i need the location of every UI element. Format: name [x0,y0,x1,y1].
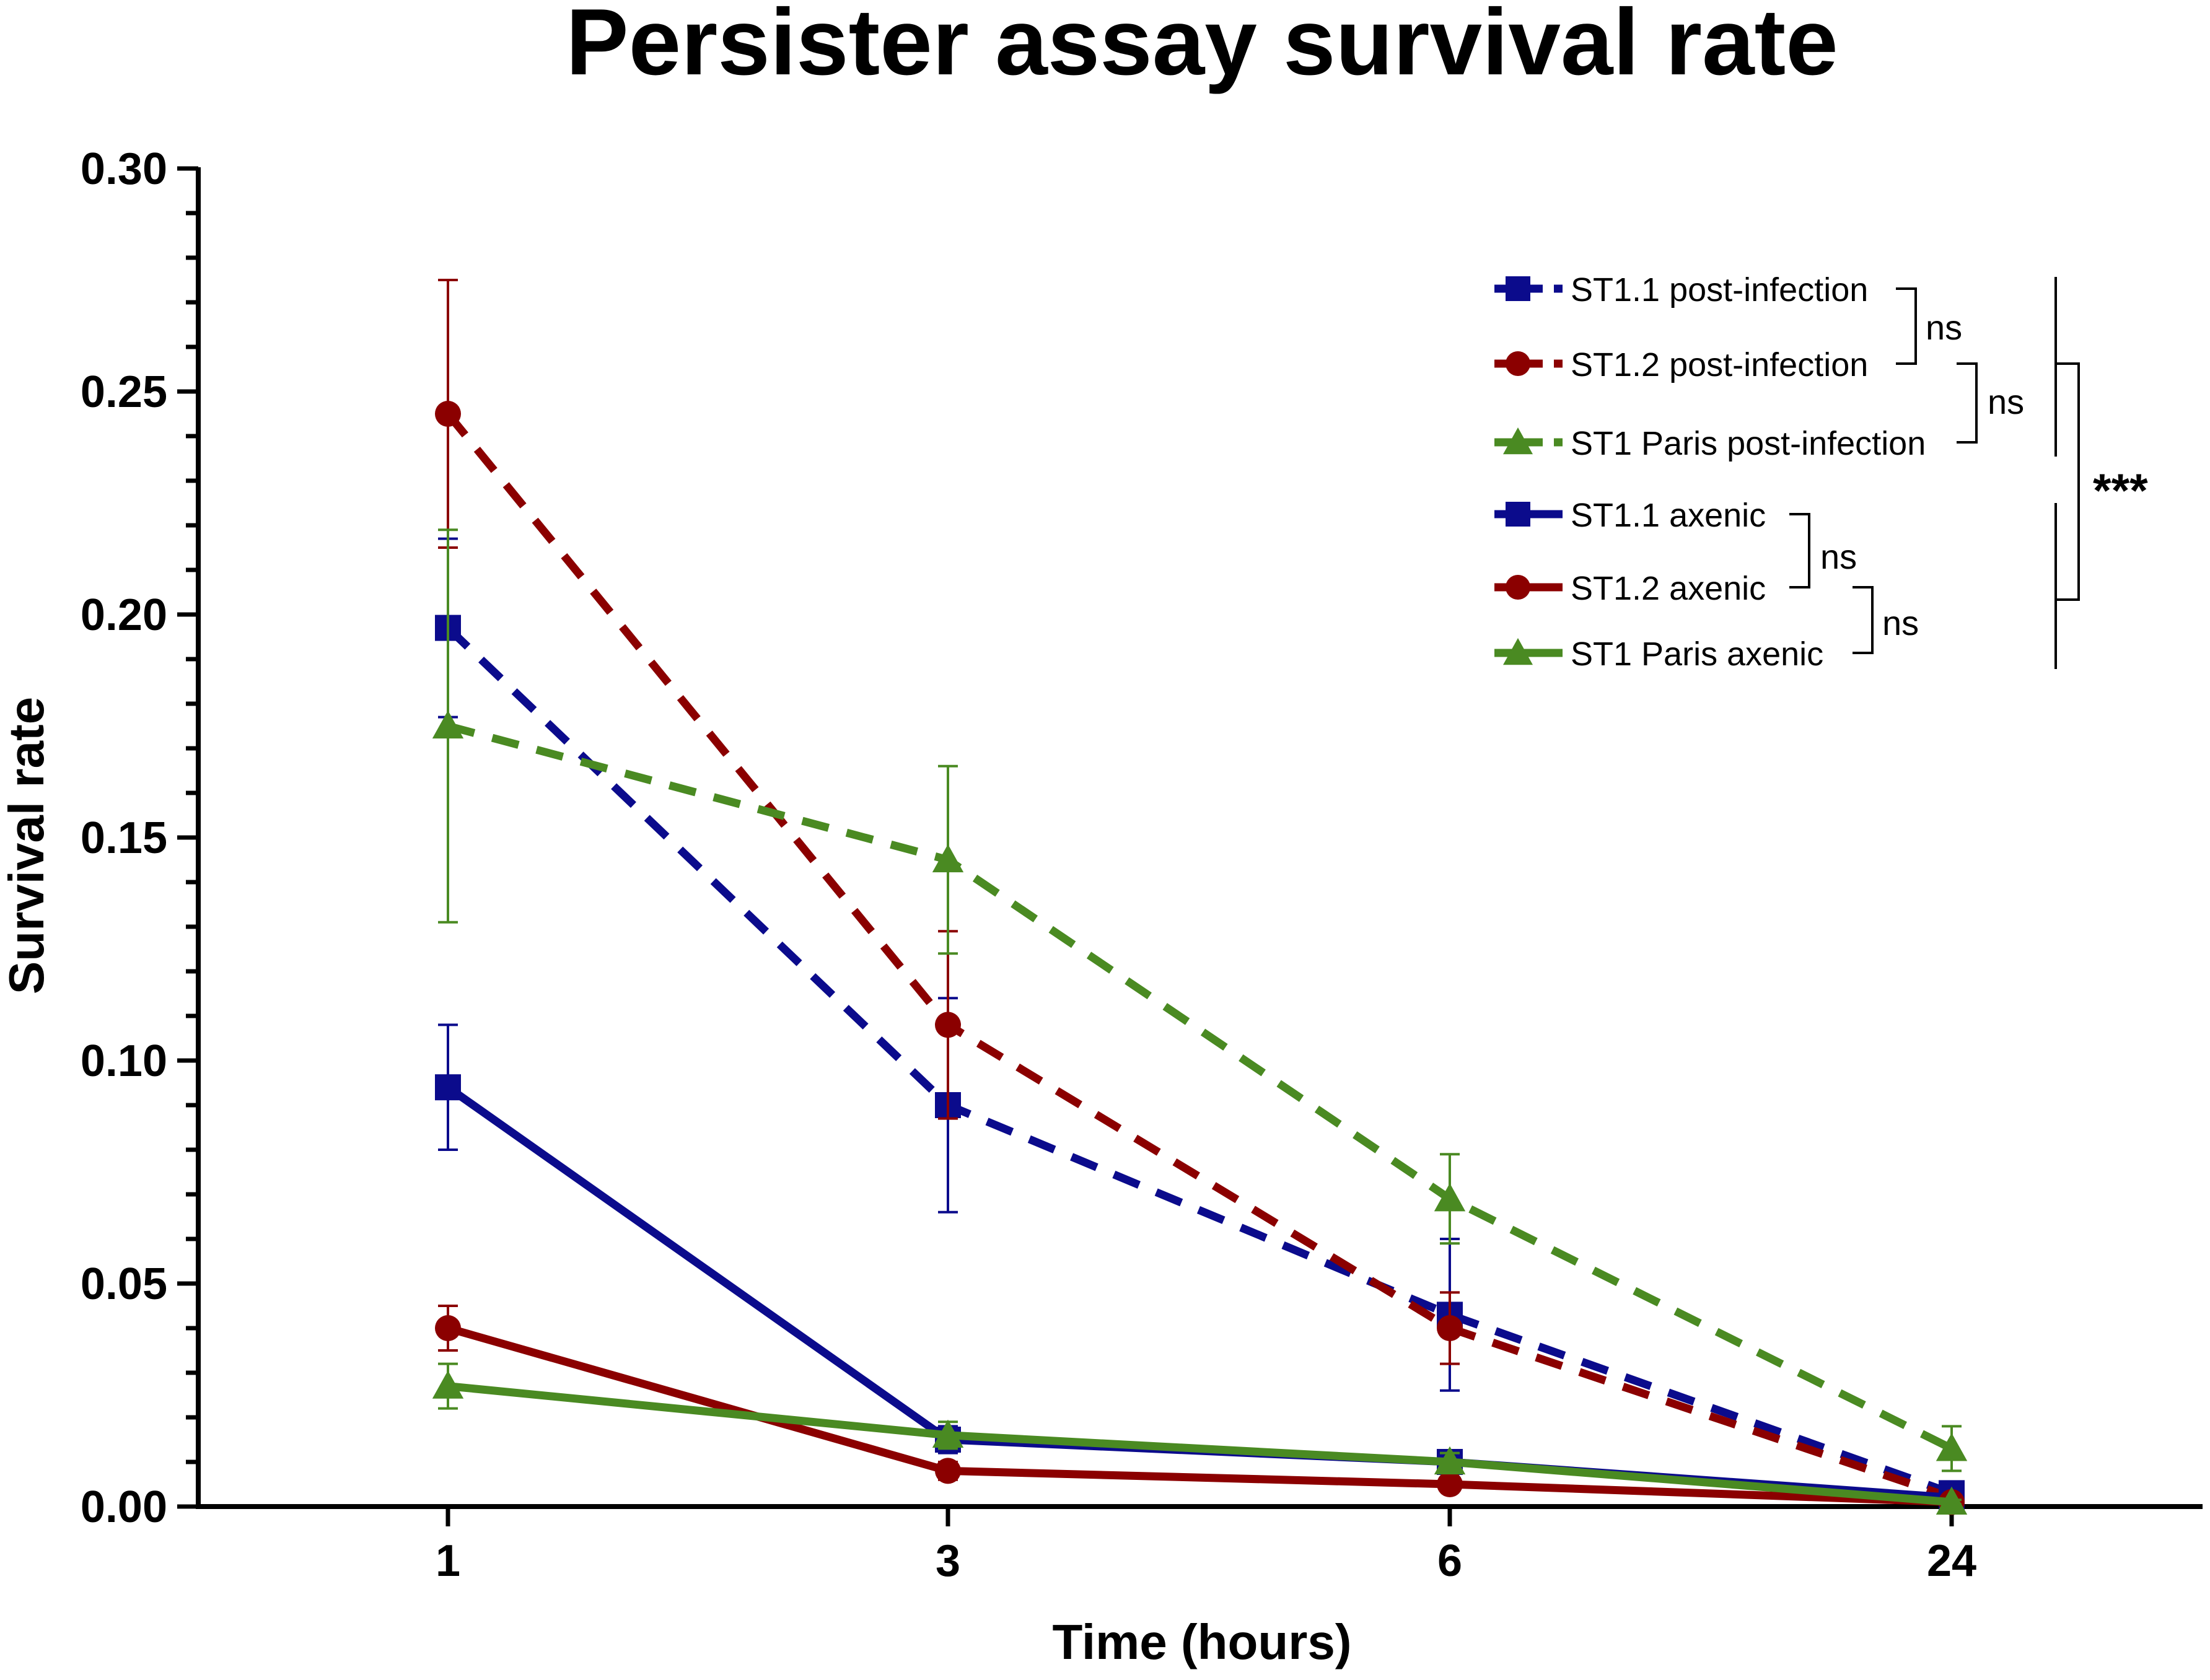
legend-item: ST1 Paris post-infection [1494,425,1926,462]
legend-label: ST1.2 axenic [1571,570,1766,607]
legend-label: ST1.1 axenic [1571,497,1766,534]
series-st1-paris-post-infection [432,528,1968,1472]
series-line [447,1324,1952,1507]
significance-stars: *** [2093,465,2148,517]
legend-swatch-marker [1506,276,1530,301]
x-tick-label: 3 [936,1536,960,1586]
ns-label-2: ns [1988,382,2024,421]
legend-item: ST1.2 post-infection [1494,346,1868,383]
bracket-ns-1 [1896,287,1917,365]
y-axis-label: Survival rate [0,697,54,994]
data-point [935,1458,961,1484]
y-tick-label: 0.20 [81,590,167,640]
legend-swatch-marker [1506,502,1530,527]
data-point [1936,1433,1968,1461]
series-st1-paris-axenic [432,1362,1968,1515]
chart-title: Persister assay survival rate [566,0,1838,95]
y-tick-label: 0.25 [81,367,167,417]
data-point [935,1012,961,1038]
y-tick-label: 0.05 [81,1259,167,1309]
data-point [435,1315,461,1341]
series-st1-1-axenic [435,1023,1965,1511]
ns-label-1: ns [1926,308,1962,347]
ns-label-3: ns [1820,537,1857,576]
bracket-ns-3 [1789,513,1810,588]
x-tick-label: 24 [1927,1536,1976,1586]
data-point [1434,1446,1466,1475]
bracket-ns-2 [1957,362,1978,444]
data-point [1437,1471,1463,1497]
legend-label: ST1 Paris post-infection [1571,425,1926,462]
legend-label: ST1.2 post-infection [1571,346,1868,383]
data-point [1437,1315,1463,1341]
legend-swatch-marker [1503,427,1533,455]
data-point [435,401,461,427]
bracket-ns-4 [1853,586,1874,654]
y-tick-label: 0.15 [81,813,167,863]
data-point [1936,1486,1968,1515]
data-point [1434,1183,1466,1212]
x-tick-label: 6 [1437,1536,1462,1586]
y-axis-ticks: 0.00 0.05 0.10 0.15 0.20 0.25 0.30 [81,144,198,1532]
legend-item: ST1.1 axenic [1494,497,1766,534]
significance-brackets: ns ns ns ns *** [1789,277,2148,669]
x-axis-label: Time (hours) [1052,1614,1351,1669]
data-point [435,1074,461,1101]
legend-item: ST1.1 post-infection [1494,271,1868,308]
legend-swatch-marker [1506,575,1530,600]
legend-item: ST1.2 axenic [1494,570,1766,607]
series-line [445,1083,1952,1502]
bracket-overall [2056,362,2080,601]
x-tick-label: 1 [436,1536,460,1586]
y-tick-label: 0.30 [81,144,167,194]
legend-swatch-marker [1506,351,1530,376]
axes [196,167,2203,1509]
series-layer [432,279,1968,1515]
data-point [932,1419,964,1448]
y-tick-label: 0.00 [81,1482,167,1532]
legend-item: ST1 Paris axenic [1494,636,1823,673]
data-point [432,1370,464,1399]
x-axis-ticks: 1 3 6 24 [436,1507,1976,1586]
legend-swatch-marker [1503,638,1533,665]
data-point [432,710,464,739]
ns-label-4: ns [1882,603,1919,642]
series-line [447,722,1953,1453]
series-line [445,624,1953,1497]
data-point [932,844,964,873]
legend-label: ST1.1 post-infection [1571,271,1868,308]
series-line [447,1382,1952,1507]
legend-label: ST1 Paris axenic [1571,636,1823,673]
y-tick-label: 0.10 [81,1036,167,1086]
series-st1-2-post-infection [435,279,1965,1511]
legend: ST1.1 post-infection ST1.2 post-infection… [1494,271,1926,673]
